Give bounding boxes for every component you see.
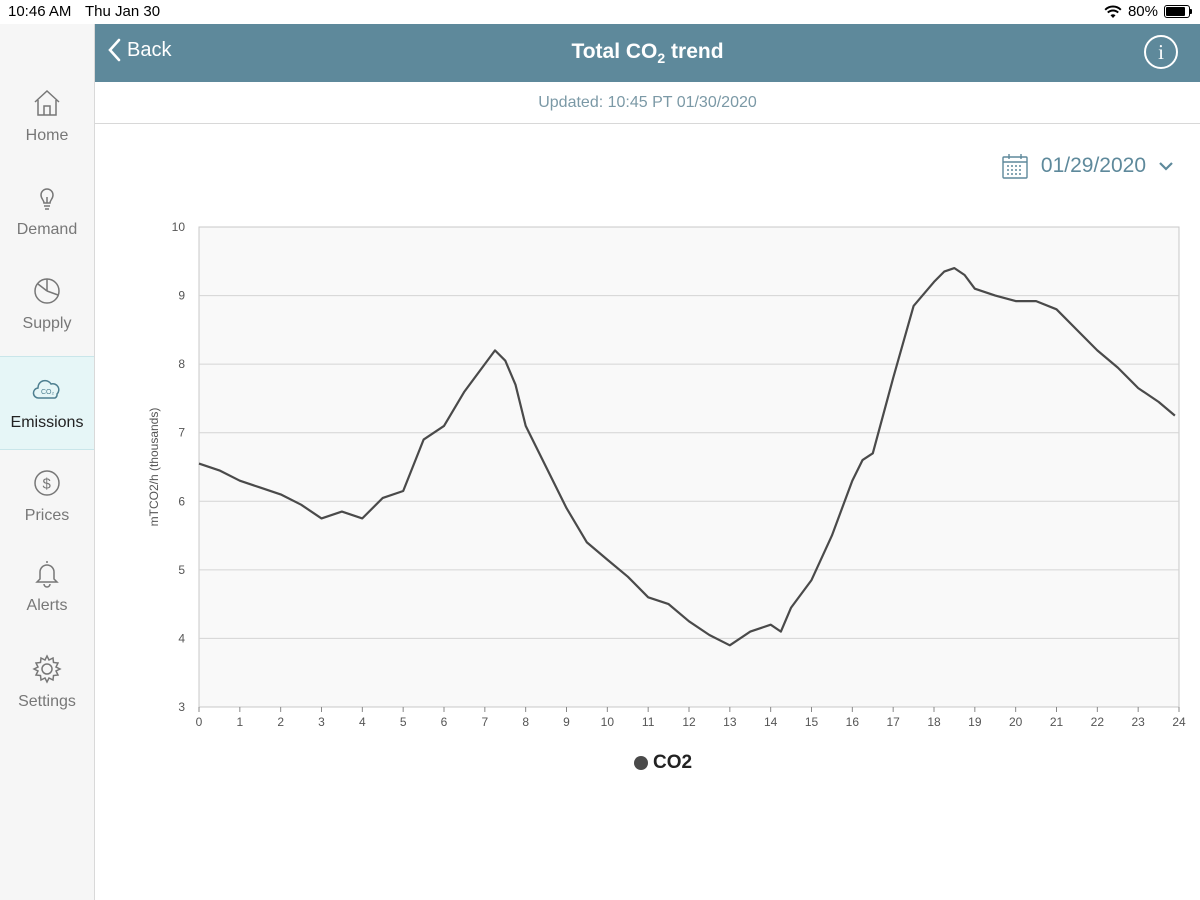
battery-percent: 80%: [1127, 3, 1158, 20]
dollar-icon: $: [34, 470, 60, 496]
x-tick-label: 21: [1050, 715, 1064, 729]
battery-icon: [1164, 5, 1192, 18]
x-tick-label: 16: [846, 715, 860, 729]
x-tick-label: 11: [642, 715, 655, 729]
y-tick-label: 8: [178, 357, 185, 371]
sidebar-item-label: Home: [25, 127, 69, 144]
sidebar-item-demand[interactable]: Demand: [0, 164, 94, 256]
sidebar-item-label: Supply: [22, 315, 72, 332]
status-right: 80%: [1104, 3, 1192, 20]
chart-legend: CO2: [634, 752, 692, 774]
y-tick-label: 6: [178, 494, 185, 508]
info-button[interactable]: i: [1144, 35, 1178, 69]
x-tick-label: 4: [359, 715, 366, 729]
co2-series-line: [198, 267, 1176, 647]
x-tick-label: 20: [1009, 715, 1023, 729]
page-title: Total CO2 trend: [571, 40, 724, 67]
info-icon: i: [1158, 39, 1164, 64]
status-bar: 10:46 AM Thu Jan 30 80%: [0, 0, 1200, 24]
back-label: Back: [127, 38, 172, 61]
x-tick-label: 17: [886, 715, 900, 729]
y-tick-label: 4: [178, 631, 185, 645]
x-tick-label: 12: [682, 715, 696, 729]
header-bar: Back Total CO2 trend i: [95, 24, 1200, 82]
chevron-down-icon: [1159, 162, 1173, 171]
sidebar: Home Demand Supply CO₂ Emissions $ Price…: [0, 24, 95, 900]
status-date: Thu Jan 30: [85, 3, 161, 20]
wifi-icon: [1104, 5, 1122, 18]
y-tick-label: 3: [178, 700, 185, 714]
sidebar-item-prices[interactable]: $ Prices: [0, 450, 94, 542]
co2-cloud-icon: CO₂: [32, 379, 60, 399]
sidebar-item-label: Emissions: [10, 414, 84, 431]
date-picker[interactable]: 01/29/2020: [1001, 152, 1174, 180]
svg-text:$: $: [43, 476, 52, 493]
x-tick-label: 14: [764, 715, 778, 729]
x-tick-label: 24: [1172, 715, 1186, 729]
x-tick-label: 2: [277, 715, 284, 729]
pie-chart-icon: [34, 278, 60, 304]
sidebar-item-settings[interactable]: Settings: [0, 636, 94, 728]
legend-dot: [634, 756, 648, 770]
x-tick-label: 7: [481, 715, 488, 729]
sidebar-item-label: Alerts: [26, 597, 68, 614]
date-value: 01/29/2020: [1040, 154, 1146, 177]
x-tick-label: 9: [563, 715, 570, 729]
x-tick-label: 1: [236, 715, 243, 729]
svg-text:CO₂: CO₂: [41, 389, 55, 396]
x-tick-label: 15: [805, 715, 819, 729]
y-tick-label: 7: [178, 426, 185, 440]
x-tick-label: 8: [522, 715, 529, 729]
y-tick-label: 10: [172, 220, 186, 234]
sidebar-item-label: Settings: [18, 693, 76, 710]
x-tick-label: 5: [400, 715, 407, 729]
y-tick-label: 5: [178, 563, 185, 577]
sidebar-item-emissions[interactable]: CO₂ Emissions: [0, 356, 94, 450]
calendar-icon: [1002, 154, 1028, 179]
x-tick-label: 23: [1131, 715, 1145, 729]
updated-timestamp: Updated: 10:45 PT 01/30/2020: [95, 82, 1200, 124]
y-tick-label: 9: [178, 289, 185, 303]
chevron-left-icon: [108, 38, 121, 62]
sidebar-item-alerts[interactable]: Alerts: [0, 540, 94, 632]
sidebar-item-label: Prices: [24, 507, 70, 524]
sidebar-item-home[interactable]: Home: [0, 70, 94, 162]
status-time: 10:46 AM: [8, 3, 72, 20]
x-tick-label: 3: [318, 715, 325, 729]
x-tick-label: 10: [601, 715, 615, 729]
x-tick-label: 18: [927, 715, 941, 729]
bell-icon: [35, 561, 59, 588]
x-tick-label: 0: [196, 715, 203, 729]
lightbulb-icon: [40, 188, 54, 210]
back-button[interactable]: Back: [107, 38, 171, 62]
y-axis-label: mTCO2/h (thousands): [147, 408, 161, 527]
gear-icon: [32, 654, 62, 684]
x-tick-label: 22: [1091, 715, 1105, 729]
sidebar-item-label: Demand: [16, 221, 78, 238]
legend-label: CO2: [653, 752, 693, 773]
x-tick-label: 6: [441, 715, 448, 729]
home-icon: [34, 89, 60, 116]
x-tick-label: 13: [723, 715, 737, 729]
sidebar-item-supply[interactable]: Supply: [0, 258, 94, 350]
x-tick-label: 19: [968, 715, 982, 729]
plot-area: [198, 226, 1180, 708]
